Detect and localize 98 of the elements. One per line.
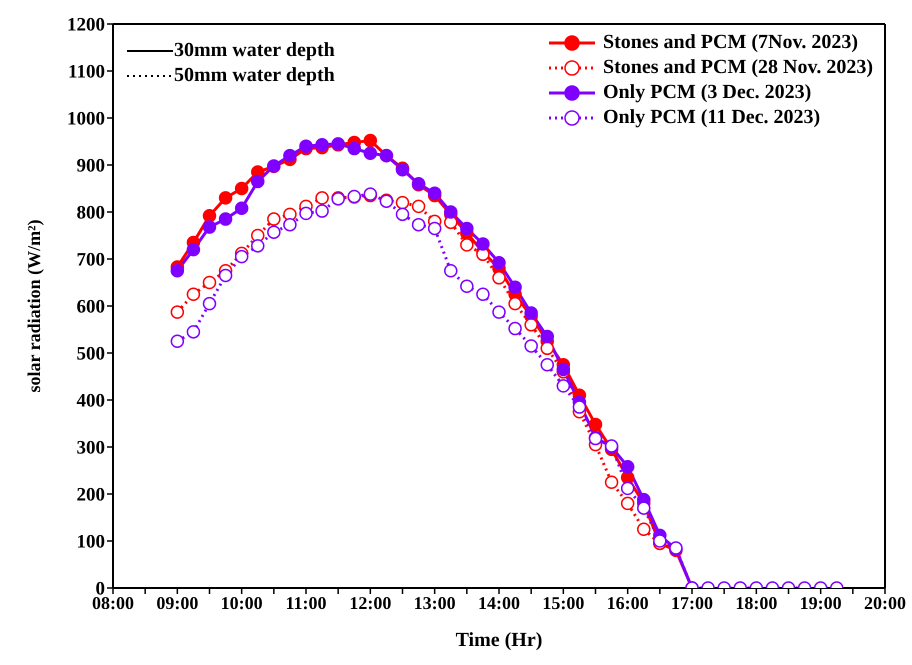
y-tick-label: 100 <box>76 532 105 553</box>
x-tick-label: 10:00 <box>220 592 263 613</box>
point <box>218 191 232 205</box>
point <box>234 182 248 196</box>
point <box>315 191 329 205</box>
point <box>492 271 506 285</box>
point <box>170 264 184 278</box>
x-tick-label: 14:00 <box>478 592 520 613</box>
point <box>460 238 474 252</box>
point <box>524 339 538 353</box>
y-axis-title: solar radiation (W/m²) <box>24 219 44 393</box>
x-tick-label: 16:00 <box>606 592 649 613</box>
x-tick-label: 11:00 <box>285 592 327 613</box>
point <box>218 212 232 226</box>
y-tick-label: 1200 <box>67 14 105 36</box>
point <box>234 250 248 264</box>
point <box>186 325 200 339</box>
point <box>186 242 200 256</box>
point <box>460 222 474 236</box>
x-tick-label: 20:00 <box>864 592 906 613</box>
point <box>637 522 650 536</box>
x-tick-label: 19:00 <box>800 592 842 613</box>
point <box>492 256 506 270</box>
point <box>476 237 490 251</box>
y-tick-label: 900 <box>76 156 105 177</box>
point <box>540 330 554 344</box>
point <box>202 296 216 310</box>
point <box>476 288 490 301</box>
x-tick-label: 18:00 <box>735 592 778 613</box>
point <box>364 134 378 148</box>
point <box>396 208 410 222</box>
point <box>364 146 378 160</box>
point <box>556 379 570 393</box>
point <box>218 268 232 282</box>
x-tick-label: 12:00 <box>349 592 392 613</box>
point <box>540 358 554 372</box>
y-tick-label: 1000 <box>67 108 105 130</box>
y-tick-label: 200 <box>76 484 105 506</box>
y-tick-label: 800 <box>76 202 105 224</box>
point <box>251 239 264 253</box>
point <box>234 201 248 215</box>
y-tick-label: 700 <box>76 250 105 271</box>
point <box>588 418 602 432</box>
point <box>508 280 522 294</box>
point <box>202 276 216 290</box>
legend-label: Only PCM (3 Dec. 2023) <box>602 80 812 105</box>
point <box>604 476 618 489</box>
y-tick-label: 600 <box>76 296 105 318</box>
point <box>524 318 538 332</box>
point <box>299 139 313 153</box>
annotation: 30mm water depth <box>174 38 335 63</box>
point <box>267 212 281 226</box>
point <box>620 482 634 496</box>
point <box>444 264 458 278</box>
point <box>170 334 184 348</box>
y-tick-label: 1100 <box>68 62 105 83</box>
point <box>251 174 264 188</box>
legend-label: Only PCM (11 Dec. 2023) <box>602 105 820 130</box>
y-tick-label: 400 <box>76 390 105 412</box>
point <box>620 496 634 510</box>
point <box>170 305 184 319</box>
point <box>202 220 216 234</box>
point <box>299 206 313 220</box>
y-tick-label: 500 <box>76 344 105 365</box>
point <box>283 218 297 232</box>
x-tick-label: 15:00 <box>542 592 584 613</box>
point <box>202 209 216 223</box>
point <box>315 204 329 218</box>
point <box>283 148 297 162</box>
point <box>508 296 522 310</box>
point <box>444 205 458 219</box>
point <box>428 186 442 200</box>
point <box>492 305 506 319</box>
x-tick-label: 17:00 <box>671 592 713 613</box>
point <box>396 196 410 210</box>
point <box>540 342 554 356</box>
annotation: 50mm water depth <box>174 63 335 88</box>
point <box>412 200 426 214</box>
y-tick-label: 300 <box>76 438 105 459</box>
point <box>508 322 522 336</box>
point <box>653 534 667 548</box>
point <box>428 222 442 236</box>
x-tick-label: 13:00 <box>414 592 456 613</box>
point <box>315 138 329 152</box>
point <box>348 142 361 156</box>
x-tick-label: 09:00 <box>156 592 198 613</box>
legend-label: Stones and PCM (7Nov. 2023) <box>602 30 858 55</box>
point <box>186 288 200 301</box>
legend-label: Stones and PCM (28 Nov. 2023) <box>602 55 873 80</box>
point <box>572 400 586 414</box>
point <box>460 280 474 294</box>
point <box>267 225 281 239</box>
point <box>412 218 426 232</box>
point <box>556 362 570 376</box>
x-axis-title: Time (Hr) <box>456 629 542 651</box>
point <box>524 306 538 320</box>
point <box>620 460 634 474</box>
point <box>637 501 650 515</box>
